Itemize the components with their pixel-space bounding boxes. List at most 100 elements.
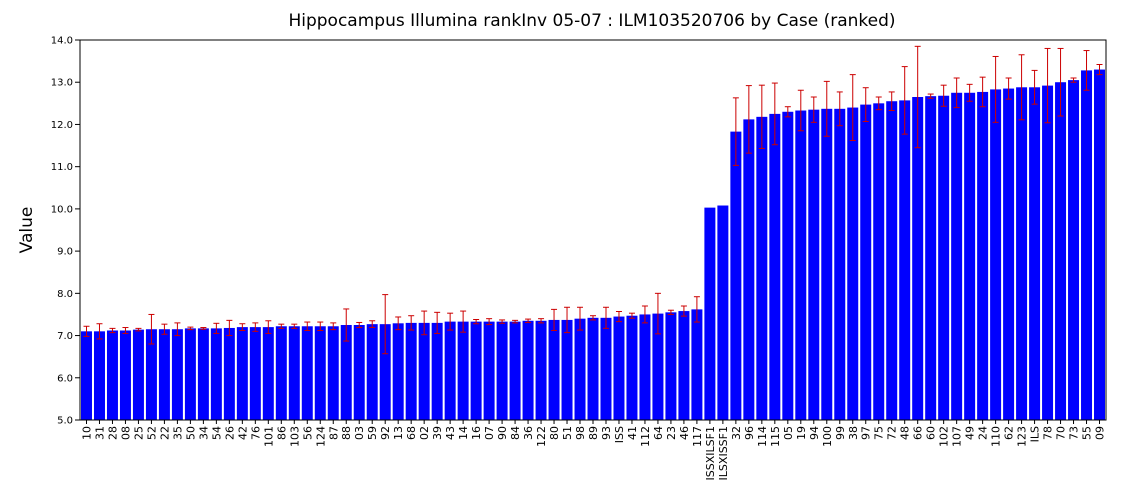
x-tick-label: 93 [600, 426, 613, 440]
error-bar [278, 323, 285, 329]
y-tick-label: 7.0 [57, 331, 73, 342]
x-tick-label: 16 [470, 426, 483, 440]
bar [665, 312, 677, 420]
bar [938, 95, 950, 420]
x-tick-label: 54 [210, 426, 223, 440]
error-bar [1083, 50, 1090, 91]
bar [561, 319, 573, 420]
error-bar [849, 74, 856, 141]
bar [535, 320, 547, 420]
bar [808, 109, 820, 421]
x-tick-group: 10 31 28 08 25 52 22 35 50 34 54 26 42 76 101 86 103 56 12… [80, 420, 1107, 480]
error-bar-group [83, 45, 1103, 355]
x-tick-label: 50 [184, 426, 197, 440]
error-bar [109, 327, 116, 334]
bar [509, 321, 521, 420]
bar [236, 327, 248, 420]
error-bar [667, 309, 674, 315]
error-bar [564, 306, 571, 334]
error-bar [343, 308, 350, 342]
x-tick-label: 72 [886, 426, 899, 440]
error-bar [187, 326, 194, 331]
x-tick-label: 28 [106, 426, 119, 440]
x-tick-label: 56 [301, 426, 314, 440]
error-bar [1031, 69, 1038, 105]
bar [405, 322, 417, 420]
bar [496, 321, 508, 420]
x-tick-label: 60 [925, 426, 938, 440]
error-bar [966, 83, 973, 102]
error-bar [797, 89, 804, 132]
x-tick-label: 99 [834, 426, 847, 440]
bar [678, 311, 690, 420]
bar [119, 330, 131, 420]
y-tick-label: 13.0 [51, 78, 73, 89]
error-bar [317, 321, 324, 331]
error-bar [265, 320, 272, 334]
error-bar [252, 322, 259, 332]
bar [483, 321, 495, 420]
x-tick-label: 08 [119, 426, 132, 440]
error-bar [473, 319, 480, 325]
x-tick-label: 86 [275, 426, 288, 440]
bar [301, 326, 313, 420]
bar [249, 327, 261, 420]
x-tick-label: 43 [444, 426, 457, 440]
error-bar [992, 55, 999, 123]
error-bar [1005, 77, 1012, 100]
x-tick-label: 03 [353, 426, 366, 440]
bar [847, 107, 859, 420]
x-tick-label: 19 [795, 426, 808, 440]
error-bar [628, 312, 635, 319]
x-tick-label: 110 [990, 426, 1003, 447]
bar [1042, 85, 1054, 420]
error-bar [680, 305, 687, 317]
error-bar [654, 292, 661, 335]
error-bar [369, 320, 376, 329]
x-tick-label: 96 [743, 426, 756, 440]
bar [691, 309, 703, 420]
x-tick-label: 62 [1003, 426, 1016, 440]
error-bar [784, 106, 791, 118]
x-tick-label: 51 [561, 426, 574, 440]
error-bar [745, 85, 752, 154]
bar [470, 321, 482, 420]
error-bar [291, 323, 298, 329]
error-bar [408, 315, 415, 331]
x-tick-label: 52 [145, 426, 158, 440]
x-tick-label: 34 [197, 426, 210, 440]
error-bar [940, 84, 947, 107]
bar [548, 319, 560, 420]
error-bar [602, 306, 609, 329]
bar [444, 321, 456, 420]
error-bar [1018, 54, 1025, 121]
error-bar [732, 97, 739, 166]
bar [821, 108, 833, 420]
bar [951, 92, 963, 420]
error-bar [1057, 47, 1064, 117]
error-bar [447, 312, 454, 331]
bar [457, 321, 469, 420]
error-bar [83, 325, 90, 337]
bar [639, 314, 651, 420]
x-tick-label: 49 [964, 426, 977, 440]
x-tick-label: 46 [678, 426, 691, 440]
error-bar [356, 321, 363, 329]
x-tick-label: 76 [249, 426, 262, 440]
bar [730, 131, 742, 420]
x-tick-label: 97 [860, 426, 873, 440]
x-tick-label: 98 [574, 426, 587, 440]
bar [288, 326, 300, 420]
x-tick-label: 35 [171, 426, 184, 440]
bar [1055, 82, 1067, 420]
bar [990, 89, 1002, 421]
x-tick-label: 114 [756, 426, 769, 447]
bar [782, 111, 794, 420]
bar [743, 119, 755, 420]
bar [626, 315, 638, 420]
error-bar [1044, 47, 1051, 124]
error-bar [174, 322, 181, 337]
x-tick-label: 26 [223, 426, 236, 440]
bar [223, 327, 235, 420]
